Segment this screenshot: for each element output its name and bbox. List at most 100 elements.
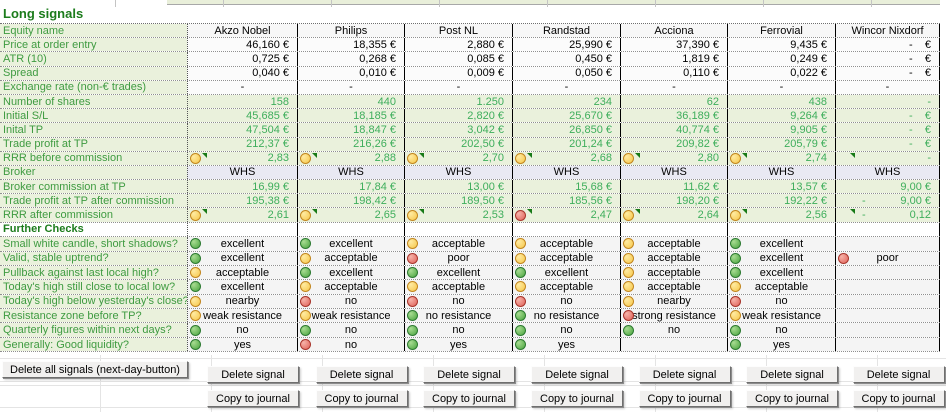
cell-philips[interactable]: 198,42 € bbox=[297, 194, 404, 208]
cell-akzo-nobel[interactable]: 195,38 € bbox=[187, 194, 297, 208]
cell-wincor-nixdorf[interactable]: - bbox=[835, 80, 940, 94]
cell-philips[interactable]: Philips bbox=[297, 24, 404, 38]
delete-signal-button-4[interactable]: Delete signal bbox=[531, 366, 623, 383]
cell-ferrovial[interactable]: excellent bbox=[727, 251, 835, 265]
cell-randstad[interactable]: - bbox=[512, 80, 620, 94]
cell-acciona[interactable]: WHS bbox=[620, 165, 727, 180]
cell-akzo-nobel[interactable]: nearby bbox=[187, 294, 297, 309]
cell-randstad[interactable]: no bbox=[512, 323, 620, 337]
cell-acciona[interactable]: acceptable bbox=[620, 280, 727, 294]
cell-philips[interactable]: - bbox=[297, 80, 404, 94]
cell-wincor-nixdorf[interactable] bbox=[835, 323, 940, 337]
cell-philips[interactable]: 0,010 € bbox=[297, 66, 404, 80]
delete-signal-button-5[interactable]: Delete signal bbox=[638, 366, 731, 383]
cell-post-nl[interactable]: 2,53 bbox=[404, 208, 512, 222]
cell-acciona[interactable]: 36,189 € bbox=[620, 109, 727, 123]
cell-post-nl[interactable]: acceptable bbox=[404, 237, 512, 251]
cell-randstad[interactable]: acceptable bbox=[512, 251, 620, 265]
cell-wincor-nixdorf[interactable] bbox=[835, 309, 940, 323]
cell-randstad[interactable]: 0,050 € bbox=[512, 66, 620, 80]
cell-ferrovial[interactable]: 9,435 € bbox=[727, 38, 835, 52]
cell-acciona[interactable]: 2,64 bbox=[620, 208, 727, 222]
cell-wincor-nixdorf[interactable] bbox=[835, 265, 940, 280]
cell-acciona[interactable]: acceptable bbox=[620, 237, 727, 251]
cell-ferrovial[interactable]: - bbox=[727, 80, 835, 94]
cell-wincor-nixdorf[interactable]: - 9,00 € bbox=[835, 194, 940, 208]
cell-post-nl[interactable]: excellent bbox=[404, 265, 512, 280]
cell-ferrovial[interactable]: 192,22 € bbox=[727, 194, 835, 208]
cell-akzo-nobel[interactable] bbox=[187, 222, 297, 237]
cell-acciona[interactable]: 0,110 € bbox=[620, 66, 727, 80]
cell-wincor-nixdorf[interactable]: - € bbox=[835, 137, 940, 151]
cell-post-nl[interactable]: 189,50 € bbox=[404, 194, 512, 208]
cell-randstad[interactable]: 185,56 € bbox=[512, 194, 620, 208]
copy-to-journal-button-4[interactable]: Copy to journal bbox=[531, 390, 623, 407]
cell-acciona[interactable]: 62 bbox=[620, 94, 727, 109]
cell-philips[interactable] bbox=[297, 222, 404, 237]
cell-post-nl[interactable]: no bbox=[404, 294, 512, 309]
cell-post-nl[interactable]: acceptable bbox=[404, 280, 512, 294]
cell-akzo-nobel[interactable]: WHS bbox=[187, 165, 297, 180]
cell-post-nl[interactable] bbox=[404, 222, 512, 237]
cell-akzo-nobel[interactable]: 212,37 € bbox=[187, 137, 297, 151]
cell-randstad[interactable]: acceptable bbox=[512, 280, 620, 294]
cell-acciona[interactable]: 11,62 € bbox=[620, 180, 727, 194]
cell-philips[interactable]: no bbox=[297, 294, 404, 309]
cell-post-nl[interactable]: 0,085 € bbox=[404, 52, 512, 66]
cell-wincor-nixdorf[interactable] bbox=[835, 294, 940, 309]
cell-wincor-nixdorf[interactable]: - bbox=[835, 94, 940, 109]
cell-akzo-nobel[interactable]: 0,725 € bbox=[187, 52, 297, 66]
cell-randstad[interactable]: yes bbox=[512, 337, 620, 352]
cell-post-nl[interactable]: yes bbox=[404, 337, 512, 352]
copy-to-journal-button-1[interactable]: Copy to journal bbox=[207, 390, 299, 407]
cell-akzo-nobel[interactable]: 0,040 € bbox=[187, 66, 297, 80]
cell-ferrovial[interactable]: excellent bbox=[727, 237, 835, 251]
cell-acciona[interactable]: acceptable bbox=[620, 265, 727, 280]
cell-post-nl[interactable]: poor bbox=[404, 251, 512, 265]
cell-philips[interactable]: 18,847 € bbox=[297, 123, 404, 137]
cell-randstad[interactable]: 15,68 € bbox=[512, 180, 620, 194]
cell-ferrovial[interactable]: 9,264 € bbox=[727, 109, 835, 123]
cell-acciona[interactable]: Acciona bbox=[620, 24, 727, 38]
cell-ferrovial[interactable]: Ferrovial bbox=[727, 24, 835, 38]
cell-ferrovial[interactable]: 9,905 € bbox=[727, 123, 835, 137]
cell-wincor-nixdorf[interactable]: - bbox=[835, 151, 940, 165]
cell-acciona[interactable]: 2,80 bbox=[620, 151, 727, 165]
cell-akzo-nobel[interactable]: excellent bbox=[187, 280, 297, 294]
cell-philips[interactable]: 2,88 bbox=[297, 151, 404, 165]
cell-wincor-nixdorf[interactable]: - € bbox=[835, 38, 940, 52]
cell-ferrovial[interactable]: 438 bbox=[727, 94, 835, 109]
cell-acciona[interactable]: strong resistance bbox=[620, 309, 727, 323]
cell-wincor-nixdorf[interactable]: - 0,12 bbox=[835, 208, 940, 222]
cell-randstad[interactable]: excellent bbox=[512, 265, 620, 280]
cell-akzo-nobel[interactable]: 2,83 bbox=[187, 151, 297, 165]
cell-ferrovial[interactable]: 2,74 bbox=[727, 151, 835, 165]
cell-ferrovial[interactable]: excellent bbox=[727, 265, 835, 280]
cell-post-nl[interactable]: WHS bbox=[404, 165, 512, 180]
cell-philips[interactable]: 0,268 € bbox=[297, 52, 404, 66]
cell-post-nl[interactable]: no bbox=[404, 323, 512, 337]
cell-randstad[interactable]: 201,24 € bbox=[512, 137, 620, 151]
copy-to-journal-button-5[interactable]: Copy to journal bbox=[638, 390, 731, 407]
copy-to-journal-button-3[interactable]: Copy to journal bbox=[423, 390, 515, 407]
cell-wincor-nixdorf[interactable]: 9,00 € bbox=[835, 180, 940, 194]
copy-to-journal-button-6[interactable]: Copy to journal bbox=[746, 390, 838, 407]
cell-wincor-nixdorf[interactable]: - € bbox=[835, 109, 940, 123]
cell-ferrovial[interactable]: 0,249 € bbox=[727, 52, 835, 66]
cell-acciona[interactable]: 37,390 € bbox=[620, 38, 727, 52]
cell-post-nl[interactable]: 202,50 € bbox=[404, 137, 512, 151]
cell-post-nl[interactable]: 13,00 € bbox=[404, 180, 512, 194]
cell-wincor-nixdorf[interactable]: poor bbox=[835, 251, 940, 265]
cell-acciona[interactable]: nearby bbox=[620, 294, 727, 309]
cell-randstad[interactable]: 2,47 bbox=[512, 208, 620, 222]
cell-acciona[interactable]: no bbox=[620, 323, 727, 337]
cell-akzo-nobel[interactable]: 2,61 bbox=[187, 208, 297, 222]
cell-akzo-nobel[interactable]: 158 bbox=[187, 94, 297, 109]
cell-randstad[interactable]: Randstad bbox=[512, 24, 620, 38]
cell-acciona[interactable]: 209,82 € bbox=[620, 137, 727, 151]
cell-philips[interactable]: acceptable bbox=[297, 251, 404, 265]
cell-post-nl[interactable]: 2,70 bbox=[404, 151, 512, 165]
cell-ferrovial[interactable]: WHS bbox=[727, 165, 835, 180]
copy-to-journal-button-2[interactable]: Copy to journal bbox=[315, 390, 408, 407]
cell-wincor-nixdorf[interactable]: WHS bbox=[835, 165, 940, 180]
